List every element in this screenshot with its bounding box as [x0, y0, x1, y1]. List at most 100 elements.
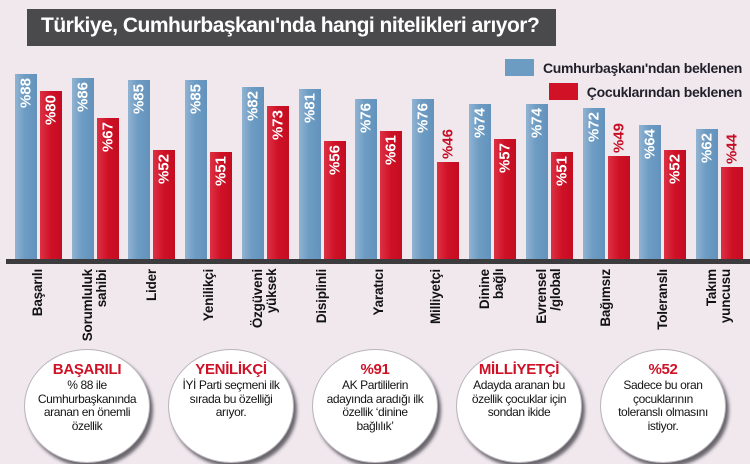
callout-circle: %91 AK Partililerin adayında aradığı ilk …	[312, 349, 438, 463]
legend-row-president: Cumhurbaşkanı'ndan beklenen	[504, 59, 742, 76]
children-bar: %51	[210, 152, 233, 259]
bar-value-label: %80	[42, 95, 60, 126]
page-title: Türkiye, Cumhurbaşkanı'nda hangi nitelik…	[27, 9, 557, 46]
bar-group: %76 %61	[351, 99, 408, 259]
bar-value-label: %44	[723, 133, 741, 164]
children-bar: %51	[550, 152, 573, 259]
bar-value-label: %64	[641, 129, 659, 160]
bar-value-label: %57	[496, 143, 514, 174]
bar-group: %86 %67	[67, 78, 124, 259]
callout-text: Adayda aranan bu özellik çocuklar için s…	[471, 378, 567, 420]
bar-value-label: %46	[439, 128, 457, 159]
category-label: Dinine bağlı	[464, 264, 521, 346]
president-bar: %72	[582, 108, 605, 259]
bar-value-label: %76	[357, 103, 375, 134]
category-label: Lider	[124, 264, 181, 346]
bar-value-label: %51	[212, 156, 230, 187]
bar-value-label: %67	[99, 122, 117, 153]
president-bar: %76	[412, 99, 435, 259]
president-bar: %85	[128, 80, 151, 259]
callout-heading: MİLLİYETÇİ	[478, 361, 560, 378]
callout-text: İYİ Parti seçmeni ilk sırada bu özelliği…	[182, 378, 280, 420]
bar-value-label: %52	[666, 154, 684, 185]
bar-group: %74 %57	[464, 104, 521, 259]
bar-group: %74 %51	[521, 104, 578, 259]
bar-group: %88 %80	[10, 74, 67, 259]
category-label: Evrensel /global	[521, 264, 578, 346]
bar-group: %72 %49	[578, 108, 635, 259]
children-bar: %57	[494, 139, 516, 259]
children-bar: %80	[39, 91, 62, 259]
children-bar: %52	[153, 150, 176, 259]
category-label: Takım yuncusu	[691, 264, 748, 346]
bar-value-label: %52	[155, 154, 173, 185]
bar-value-label: %76	[414, 103, 432, 134]
bar-value-label: %49	[610, 122, 628, 153]
category-labels: Başarılı Sorumluluk sahibi Lider Yenilikçi Ö…	[10, 264, 748, 346]
chart-legend: Cumhurbaşkanı'ndan beklenen Çocuklarında…	[504, 59, 743, 100]
category-label: Bağımsız	[578, 264, 635, 346]
callout-text: Sadece bu oran çocuklarının toleranslı o…	[618, 378, 708, 434]
legend-swatch-blue-icon	[504, 59, 534, 76]
category-label-text: Takım yuncusu	[704, 269, 734, 324]
bar-group: %62 %44	[691, 129, 748, 259]
legend-row-children: Çocuklarından beklenen	[548, 83, 743, 100]
callout-heading: BAŞARILI	[52, 361, 122, 378]
children-bar: %52	[664, 150, 687, 259]
bar-value-label: %74	[528, 108, 546, 139]
children-bar: %56	[323, 141, 346, 259]
bar-value-label: %62	[698, 133, 716, 164]
callout-circle: MİLLİYETÇİ Adayda aranan bu özellik çocuk…	[456, 349, 582, 463]
bar-value-label: %73	[269, 110, 287, 141]
president-bar: %86	[71, 78, 94, 259]
bar-group: %82 %73	[237, 87, 294, 259]
bar-value-label: %81	[301, 93, 319, 124]
x-axis-line	[6, 259, 750, 264]
bar-value-label: %51	[553, 156, 571, 187]
category-label: Yenilikçi	[180, 264, 237, 346]
category-label: Özgüveni yüksek	[237, 264, 294, 346]
category-label: Toleranslı	[634, 264, 691, 346]
category-label-text: Özgüveni yüksek	[250, 269, 280, 329]
callout-circle: %52 Sadece bu oran çocuklarının toleransl…	[600, 349, 726, 463]
legend-label-children: Çocuklarından beklenen	[586, 83, 743, 100]
bar-value-label: %61	[382, 135, 400, 166]
category-label: Disiplinli	[294, 264, 351, 346]
president-bar: %74	[469, 104, 491, 259]
category-label-text: Başarılı	[30, 269, 46, 317]
bar-value-label: %56	[326, 145, 344, 176]
category-label-text: Disiplinli	[314, 269, 330, 324]
category-label-text: Dinine bağlı	[477, 269, 507, 310]
bar-value-label: %85	[187, 84, 205, 115]
president-bar: %64	[639, 125, 662, 259]
category-label-text: Yaratıcı	[370, 269, 386, 316]
category-label-text: Yenilikçi	[200, 269, 216, 322]
children-bar: %44	[721, 134, 744, 259]
category-label-text: Toleranslı	[654, 269, 670, 330]
callout-heading: YENİLİKÇİ	[195, 361, 267, 378]
bar-chart: Cumhurbaşkanı'ndan beklenen Çocuklarında…	[0, 54, 750, 259]
bar-group: %85 %52	[124, 80, 181, 259]
president-bar: %74	[525, 104, 548, 259]
category-label-text: Bağımsız	[597, 269, 613, 327]
bar-value-label: %88	[17, 78, 35, 109]
category-label: Sorumluluk sahibi	[67, 264, 124, 346]
bar-group: %76 %46	[407, 99, 464, 259]
callout-circle: YENİLİKÇİ İYİ Parti seçmeni ilk sırada bu…	[168, 349, 294, 463]
category-label-text: Evrensel /global	[534, 269, 564, 324]
callout-circles: BAŞARILI% 88 ile Cumhurbaşkanında aranan…	[0, 349, 750, 463]
callout-heading: %91	[360, 361, 390, 378]
category-label: Başarılı	[10, 264, 67, 346]
president-bar: %81	[298, 89, 321, 259]
president-bar: %82	[241, 87, 264, 259]
children-bar: %46	[437, 129, 460, 259]
callout-text: AK Partililerin adayında aradığı ilk öze…	[326, 378, 424, 434]
category-label-text: Lider	[143, 269, 159, 302]
category-label-text: Sorumluluk sahibi	[79, 269, 110, 342]
bar-group: %64 %52	[634, 125, 691, 259]
bar-value-label: %72	[585, 112, 603, 143]
children-bar: %49	[607, 123, 630, 259]
bars-area: %88 %80 %86 %67 %85 %52 %85 %51 %82 %73 %81 %56 %76%…	[10, 54, 748, 259]
president-bar: %76	[355, 99, 378, 259]
category-label: Yaratıcı	[351, 264, 408, 346]
